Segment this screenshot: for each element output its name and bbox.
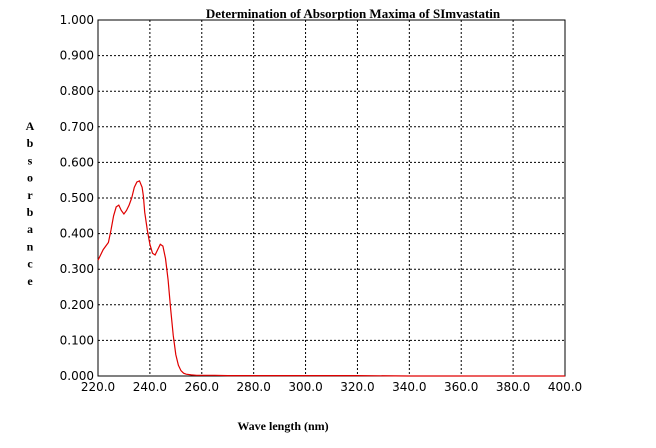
x-tick-label: 300.0: [288, 380, 322, 394]
y-axis-label-char: n: [27, 239, 34, 253]
x-tick-labels: 220.0 240.0 260.0 280.0 300.0 320.0 340.0 360.0…: [81, 380, 582, 394]
chart-title: Determination of Absorption Maxima of SI…: [206, 6, 501, 21]
y-axis-label-char: c: [27, 257, 33, 271]
y-tick-label: 0.700: [60, 120, 94, 134]
y-tick-labels: 0.000 0.100 0.200 0.300 0.400 0.500 0.600 0.700…: [60, 13, 94, 383]
x-tick-label: 340.0: [392, 380, 426, 394]
y-tick-label: 0.300: [60, 262, 94, 276]
x-tick-label: 400.0: [548, 380, 582, 394]
grid: [98, 20, 565, 376]
x-tick-label: 360.0: [444, 380, 478, 394]
y-tick-label: 0.200: [60, 298, 94, 312]
y-axis-label-char: e: [27, 274, 33, 288]
y-tick-label: 0.600: [60, 155, 94, 169]
y-tick-label: 0.900: [60, 49, 94, 63]
y-axis-label-char: b: [27, 205, 34, 219]
x-tick-label: 240.0: [133, 380, 167, 394]
y-axis-label-char: o: [27, 171, 33, 185]
y-tick-label: 0.400: [60, 227, 94, 241]
y-tick-label: 0.100: [60, 333, 94, 347]
x-tick-label: 220.0: [81, 380, 115, 394]
series-line: [97, 180, 565, 377]
y-axis-label-char: r: [27, 188, 33, 202]
x-tick-label: 320.0: [340, 380, 374, 394]
y-tick-label: 0.800: [60, 84, 94, 98]
y-tick-label: 0.500: [60, 191, 94, 205]
y-axis-label-char: A: [26, 119, 35, 133]
series-group: [97, 180, 565, 377]
x-tick-label: 260.0: [185, 380, 219, 394]
x-axis-label: Wave length (nm): [237, 419, 328, 433]
x-tick-label: 280.0: [236, 380, 270, 394]
y-axis-label-char: a: [27, 222, 33, 236]
y-tick-label: 1.000: [60, 13, 94, 27]
y-axis-label-char: s: [28, 153, 33, 167]
y-axis-label-char: b: [27, 136, 34, 150]
y-tick-label: 0.000: [60, 369, 94, 383]
x-tick-label: 380.0: [496, 380, 530, 394]
